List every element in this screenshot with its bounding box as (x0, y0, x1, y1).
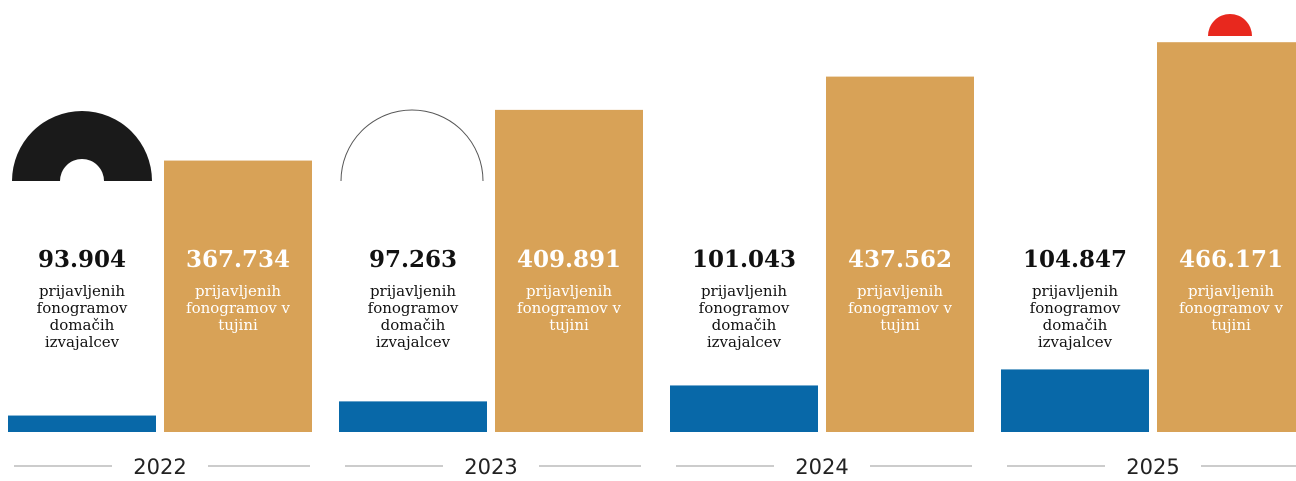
series-label: prijavljenih fonogramov domačih izvajalc… (679, 283, 809, 351)
value-label: 104.847 (1001, 246, 1149, 273)
series-label: prijavljenih fonogramov domačih izvajalc… (348, 283, 478, 351)
value-label: 466.171 (1157, 246, 1296, 273)
chart-canvas (0, 0, 1296, 481)
series-label: prijavljenih fonogramov v tujini (1166, 283, 1296, 334)
chart: 93.904 prijavljenih fonogramov domačih iz… (0, 0, 1296, 481)
x-tick-label: 2022 (86, 455, 234, 479)
value-label: 101.043 (670, 246, 818, 273)
value-label: 93.904 (8, 246, 156, 273)
x-tick-label: 2023 (417, 455, 565, 479)
bar (339, 401, 487, 432)
value-label: 437.562 (826, 246, 974, 273)
series-label: prijavljenih fonogramov v tujini (835, 283, 965, 334)
bar (1001, 369, 1149, 432)
value-label: 97.263 (339, 246, 487, 273)
x-tick-label: 2025 (1079, 455, 1227, 479)
bar (1157, 42, 1296, 432)
bar (8, 416, 156, 432)
series-label: prijavljenih fonogramov domačih izvajalc… (17, 283, 147, 351)
bar (670, 385, 818, 432)
series-label: prijavljenih fonogramov v tujini (173, 283, 303, 334)
value-label: 409.891 (495, 246, 643, 273)
value-label: 367.734 (164, 246, 312, 273)
x-tick-label: 2024 (748, 455, 896, 479)
series-label: prijavljenih fonogramov domačih izvajalc… (1010, 283, 1140, 351)
series-label: prijavljenih fonogramov v tujini (504, 283, 634, 334)
